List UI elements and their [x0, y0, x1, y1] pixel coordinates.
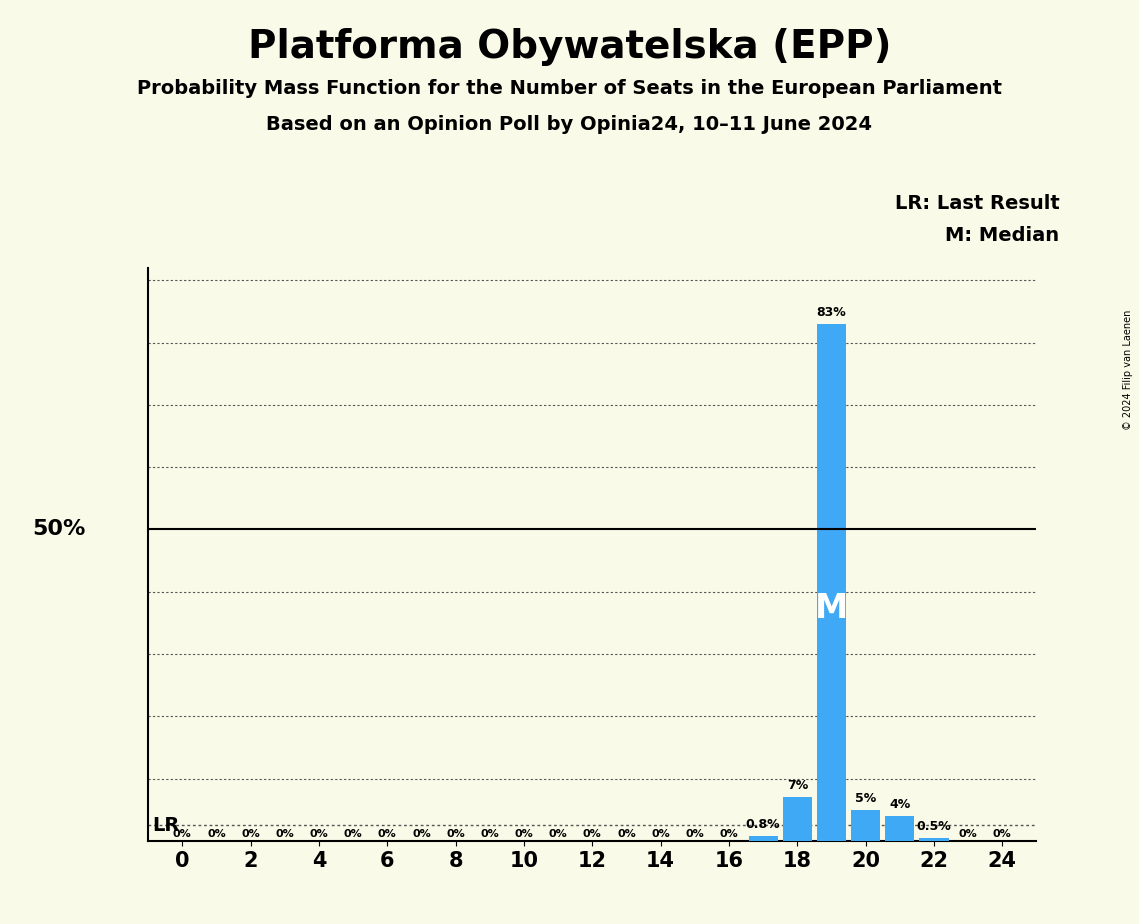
Text: 0%: 0%: [207, 829, 226, 839]
Text: 0%: 0%: [378, 829, 396, 839]
Text: 0%: 0%: [959, 829, 977, 839]
Text: 50%: 50%: [33, 519, 85, 540]
Text: 0%: 0%: [276, 829, 294, 839]
Text: 0%: 0%: [686, 829, 704, 839]
Text: 0%: 0%: [617, 829, 636, 839]
Text: Platforma Obywatelska (EPP): Platforma Obywatelska (EPP): [248, 28, 891, 66]
Text: 5%: 5%: [855, 792, 876, 805]
Text: 83%: 83%: [817, 306, 846, 319]
Text: LR: Last Result: LR: Last Result: [894, 194, 1059, 213]
Text: 7%: 7%: [787, 779, 808, 792]
Text: 4%: 4%: [890, 798, 910, 811]
Text: 0%: 0%: [412, 829, 431, 839]
Bar: [919, 838, 949, 841]
Bar: [851, 809, 880, 841]
Text: 0%: 0%: [310, 829, 328, 839]
Text: 0.8%: 0.8%: [746, 818, 780, 831]
Text: Probability Mass Function for the Number of Seats in the European Parliament: Probability Mass Function for the Number…: [137, 79, 1002, 98]
Text: 0%: 0%: [481, 829, 499, 839]
Text: 0%: 0%: [652, 829, 670, 839]
Text: 0%: 0%: [993, 829, 1011, 839]
Text: 0.5%: 0.5%: [917, 820, 951, 833]
Text: 0%: 0%: [583, 829, 601, 839]
Bar: [782, 797, 812, 841]
Text: 0%: 0%: [241, 829, 260, 839]
Bar: [885, 816, 915, 841]
Text: © 2024 Filip van Laenen: © 2024 Filip van Laenen: [1123, 310, 1133, 430]
Text: M: Median: M: Median: [945, 226, 1059, 246]
Text: 0%: 0%: [720, 829, 738, 839]
Text: M: M: [814, 591, 849, 625]
Text: 0%: 0%: [446, 829, 465, 839]
Bar: [817, 324, 846, 841]
Text: Based on an Opinion Poll by Opinia24, 10–11 June 2024: Based on an Opinion Poll by Opinia24, 10…: [267, 116, 872, 135]
Text: 0%: 0%: [173, 829, 191, 839]
Text: 0%: 0%: [549, 829, 567, 839]
Text: 0%: 0%: [515, 829, 533, 839]
Text: 0%: 0%: [344, 829, 362, 839]
Text: LR: LR: [153, 816, 180, 834]
Bar: [748, 836, 778, 841]
